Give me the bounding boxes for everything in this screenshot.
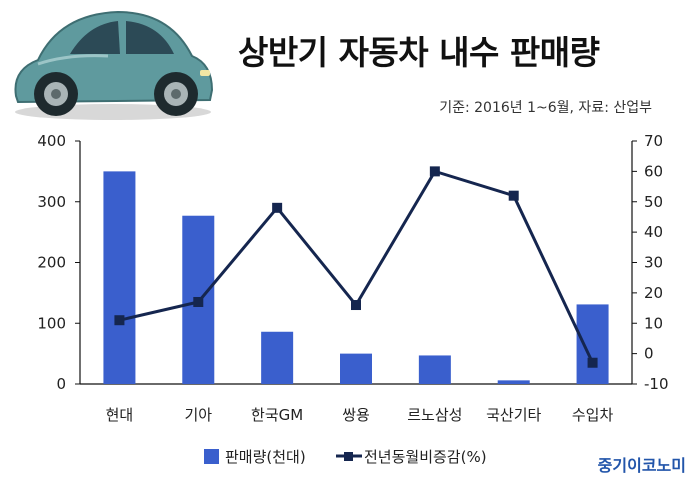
left-tick-label: 0 <box>56 375 66 393</box>
category-label: 한국GM <box>251 406 303 424</box>
source-note: 기준: 2016년 1~6월, 자료: 산업부 <box>439 100 652 116</box>
bar <box>418 355 451 384</box>
right-tick-label: 50 <box>644 193 663 211</box>
legend-line-marker <box>344 452 353 461</box>
right-tick-label: -10 <box>644 375 669 393</box>
legend-line-label: 전년동월비증감(%) <box>364 448 487 466</box>
line-point <box>193 296 204 307</box>
line-point <box>508 190 519 201</box>
bar <box>340 353 372 384</box>
right-tick-label: 10 <box>644 314 663 332</box>
page-title: 상반기 자동차 내수 판매량 <box>238 33 600 72</box>
category-label: 기아 <box>184 406 212 424</box>
legend-bar-swatch <box>204 449 219 464</box>
right-tick-label: 70 <box>644 132 663 150</box>
right-tick-label: 60 <box>644 162 663 180</box>
line-point <box>429 166 440 177</box>
axis-labels: 0 100 200 300 400 -10 0 10 20 30 40 50 60 70 현대 기아 한국GM 쌍… <box>37 132 668 424</box>
bar <box>261 331 294 384</box>
legend-bar-label: 판매량(천대) <box>225 448 306 466</box>
line-series <box>114 166 598 368</box>
bar-series <box>103 171 609 384</box>
right-tick-label: 20 <box>644 284 663 302</box>
category-label: 현대 <box>106 406 134 424</box>
brand-logo: 중기이코노미 <box>597 456 686 475</box>
left-tick-label: 100 <box>37 314 66 332</box>
line-point <box>351 300 361 311</box>
car-illustration <box>14 10 214 120</box>
category-label: 르노삼성 <box>407 406 462 424</box>
category-label: 수입차 <box>572 406 614 424</box>
category-label: 국산기타 <box>486 406 541 424</box>
bar <box>576 304 609 384</box>
chart-legend: 판매량(천대) 전년동월비증감(%) <box>204 448 487 466</box>
chart-axes <box>75 140 637 385</box>
left-tick-label: 400 <box>37 132 66 150</box>
left-tick-label: 200 <box>37 254 66 272</box>
category-label: 쌍용 <box>342 406 370 424</box>
right-tick-label: 40 <box>644 223 663 241</box>
right-tick-label: 0 <box>644 345 654 363</box>
line-point <box>272 202 283 213</box>
bar <box>497 380 530 384</box>
right-tick-label: 30 <box>644 254 663 272</box>
left-tick-label: 300 <box>37 193 66 211</box>
bar <box>103 171 136 384</box>
line-point <box>114 315 125 326</box>
line-point <box>587 357 598 368</box>
